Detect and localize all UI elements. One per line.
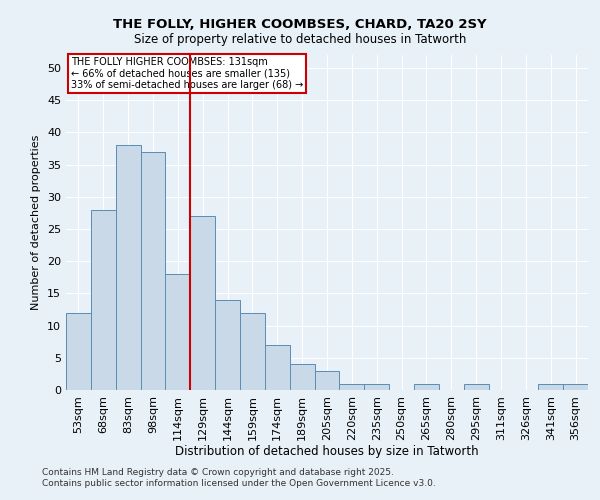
Text: THE FOLLY HIGHER COOMBSES: 131sqm
← 66% of detached houses are smaller (135)
33%: THE FOLLY HIGHER COOMBSES: 131sqm ← 66% … (71, 56, 304, 90)
Bar (190, 216, 215, 390)
Bar (563, 384, 588, 390)
Bar (265, 345, 290, 390)
Bar (314, 370, 340, 390)
Bar (140, 152, 166, 390)
X-axis label: Distribution of detached houses by size in Tatworth: Distribution of detached houses by size … (175, 446, 479, 458)
Bar (91, 210, 116, 390)
Text: Size of property relative to detached houses in Tatworth: Size of property relative to detached ho… (134, 32, 466, 46)
Bar (240, 312, 265, 390)
Bar (538, 384, 563, 390)
Bar (364, 384, 389, 390)
Bar (340, 384, 364, 390)
Bar (116, 145, 140, 390)
Bar (290, 364, 314, 390)
Bar (166, 274, 190, 390)
Bar (414, 384, 439, 390)
Bar (215, 300, 240, 390)
Bar (464, 384, 488, 390)
Text: THE FOLLY, HIGHER COOMBSES, CHARD, TA20 2SY: THE FOLLY, HIGHER COOMBSES, CHARD, TA20 … (113, 18, 487, 30)
Bar (66, 312, 91, 390)
Y-axis label: Number of detached properties: Number of detached properties (31, 135, 41, 310)
Text: Contains HM Land Registry data © Crown copyright and database right 2025.
Contai: Contains HM Land Registry data © Crown c… (42, 468, 436, 487)
